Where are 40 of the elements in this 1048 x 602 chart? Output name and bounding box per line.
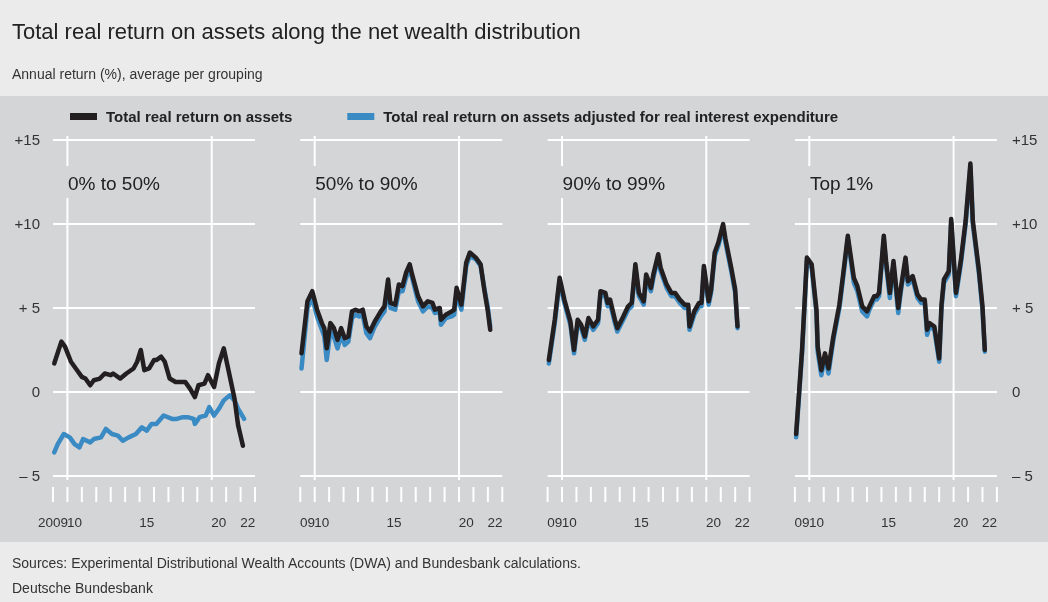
y-tick-label: +10 (14, 215, 40, 232)
x-tick-label: 22 (487, 515, 503, 530)
text: Annual return (%), average per grouping (12, 66, 263, 82)
text: 90% to 99% (562, 173, 666, 194)
y-tick-label: +10 (1012, 215, 1038, 232)
x-tick-label: 2009 (37, 515, 69, 530)
x-tick-label: 10 (314, 515, 330, 530)
y-tick-label: 0 (31, 383, 40, 400)
x-tick-label: 20 (211, 515, 227, 530)
x-tick-label: 09 (794, 515, 810, 530)
y-tick-label: + 5 (1012, 299, 1034, 316)
text: 50% to 90% (315, 173, 418, 194)
y-tick-label: – 5 (1012, 467, 1033, 484)
x-tick-label: 22 (982, 515, 998, 530)
x-tick-label: 10 (67, 515, 83, 530)
y-tick-label: +15 (1012, 131, 1038, 148)
x-tick-label: 15 (139, 515, 155, 530)
x-tick-label: 15 (386, 515, 402, 530)
x-tick-label: 22 (240, 515, 256, 530)
x-tick-label: 10 (808, 515, 824, 530)
x-tick-label: 09 (547, 515, 563, 530)
text: Deutsche Bundesbank (12, 580, 154, 596)
x-tick-label: 10 (561, 515, 577, 530)
legend-label: Total real return on assets adjusted for real interest expenditure (383, 108, 839, 125)
x-tick-label: 20 (458, 515, 474, 530)
x-tick-label: 20 (705, 515, 722, 530)
x-tick-label: 22 (734, 515, 750, 530)
y-tick-label: – 5 (19, 467, 40, 484)
text: Top 1% (809, 173, 874, 194)
legend-label: Total real return on assets (106, 108, 293, 125)
x-tick-label: 20 (953, 515, 969, 530)
text: 0% to 50% (68, 173, 160, 194)
y-tick-label: +15 (14, 131, 40, 148)
text: Total real return on assets along the net wealth distribution (12, 19, 581, 44)
y-tick-label: 0 (1012, 383, 1021, 400)
y-tick-label: + 5 (18, 299, 40, 316)
x-tick-label: 15 (633, 515, 649, 530)
source-note: Sources: Experimental Distributional Wealth Accounts (DWA) and Bundesbank calculations. (12, 555, 581, 571)
x-tick-label: 09 (299, 515, 315, 530)
x-tick-label: 15 (881, 515, 897, 530)
